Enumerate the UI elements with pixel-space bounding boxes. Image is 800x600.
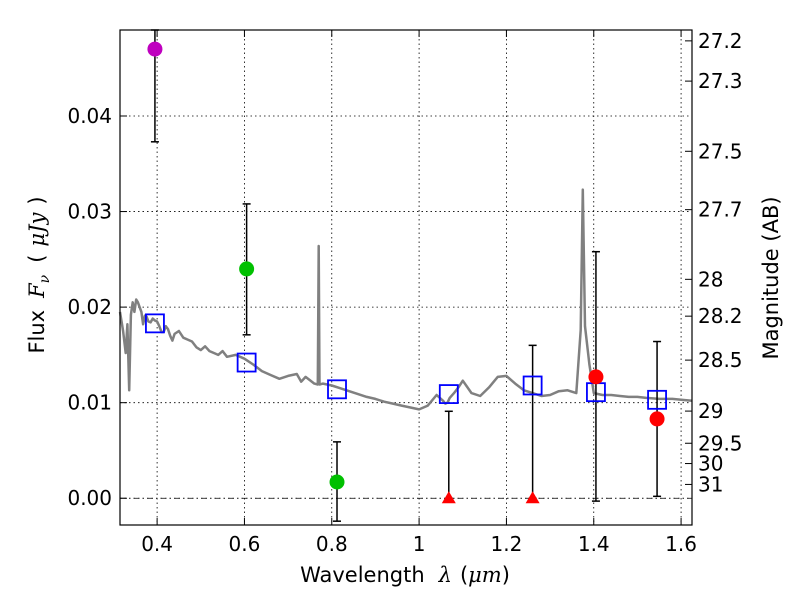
plot-frame: [119, 29, 693, 526]
y-tick-label: 0.02: [67, 295, 112, 319]
x-tick-label: 1.2: [491, 532, 523, 556]
x-axis-label-prefix: Wavelength: [300, 563, 425, 587]
y-axis-subscript: ν: [37, 274, 53, 283]
x-axis-label-close: ): [502, 563, 510, 587]
x-axis-symbol: λ: [438, 563, 452, 587]
model-band-square: [438, 384, 459, 404]
y2-tick-label: 28.2: [698, 304, 743, 328]
x-axis-unit: μm: [468, 563, 502, 587]
x-tick-label: 1: [413, 532, 426, 556]
model-band-square: [647, 389, 667, 410]
y-axis-label: Flux Fν ( μJy): [25, 196, 53, 353]
y-tick-label: 0.03: [67, 200, 112, 224]
y-axis-unit: μJy: [25, 212, 49, 247]
y-axis-symbol: F: [25, 282, 49, 299]
observed-flux-point: [649, 411, 665, 427]
model-band-square: [145, 313, 165, 334]
x-tick-label: 0.4: [141, 532, 173, 556]
x-axis-label-open: (: [460, 563, 468, 587]
x-tick-label: 1.6: [665, 532, 697, 556]
model-band-square: [327, 379, 347, 400]
y2-tick-label: 27.7: [698, 198, 743, 222]
model-sed: [118, 188, 693, 411]
x-tick-label: 0.6: [229, 532, 261, 556]
y2-tick-label: 30: [698, 452, 723, 476]
model-band-square: [522, 375, 543, 396]
sed-curve: [118, 188, 693, 411]
x-tick-label: 1.4: [578, 532, 610, 556]
y2-tick-label: 28: [698, 267, 723, 291]
y2-tick-label: 29.5: [698, 431, 743, 455]
observed-flux-point: [588, 369, 604, 385]
data-markers: [145, 41, 667, 504]
grid: [120, 30, 692, 525]
y2-tick-label: 27.5: [698, 139, 743, 163]
upper-limit-triangle: [525, 491, 540, 504]
model-band-square: [236, 352, 257, 373]
y2-tick-label: 31: [698, 472, 723, 496]
observed-flux-point: [147, 41, 163, 57]
y2-tick-label: 28.5: [698, 348, 743, 372]
y-axis-label-open: (: [25, 255, 49, 263]
y-tick-label: 0.01: [67, 391, 112, 415]
observed-flux-point: [329, 474, 345, 490]
y2-tick-label: 27.2: [698, 29, 743, 53]
y-axis-label-prefix: Flux: [25, 310, 49, 354]
x-tick-label: 0.8: [316, 532, 348, 556]
y-axis-label-close: ): [25, 196, 49, 204]
y-tick-label: 0.04: [67, 104, 112, 128]
y2-tick-label: 29: [698, 399, 723, 423]
upper-limit-triangle: [441, 491, 456, 504]
y2-axis-label: Magnitude (AB): [759, 196, 783, 359]
observed-flux-point: [239, 261, 255, 277]
y2-tick-label: 27.3: [698, 69, 743, 93]
axis-ticks: 0.4 0.6 0.8 1 1.2 1.4 1.6 0.00 0.01 0.02 0.03 0.04 2…: [67, 29, 742, 556]
x-axis-label: Wavelength λ (μm): [300, 563, 510, 587]
y-tick-label: 0.00: [67, 486, 112, 510]
